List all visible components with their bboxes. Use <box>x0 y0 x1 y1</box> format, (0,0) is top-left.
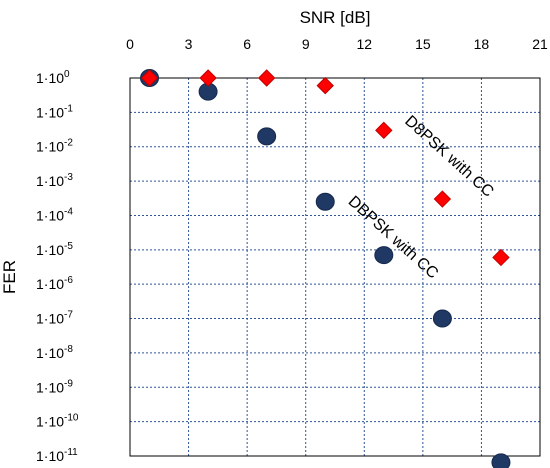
data-points <box>140 69 511 468</box>
y-tick-label: 1·10-9 <box>36 378 73 395</box>
dbpsk-with-cc-point <box>315 192 335 211</box>
x-tick-label: 21 <box>532 36 548 52</box>
y-tick-label: 1·10-4 <box>36 206 73 223</box>
y-tick-labels: 1·100 1·10-1 1·10-2 1·10-3 1·10-4 1·10-5 1·10-… <box>36 69 79 464</box>
dbpsk-with-cc-point <box>491 453 511 468</box>
d8psk-with-cc-point <box>492 248 510 267</box>
plot-area-frame <box>129 77 541 457</box>
x-axis-title: SNR [dB] <box>300 8 371 27</box>
y-tick-label: 1·10-10 <box>36 413 79 430</box>
x-tick-label: 18 <box>474 36 490 52</box>
y-tick-label: 1·10-2 <box>36 138 73 155</box>
d8psk-with-cc-point <box>257 69 276 87</box>
y-tick-label: 1·10-11 <box>36 447 78 464</box>
y-tick-label: 1·100 <box>36 69 70 86</box>
d8psk-with-cc-annotation: D8PSK with CC <box>401 113 496 201</box>
x-tick-label: 0 <box>126 36 134 52</box>
x-tick-label: 3 <box>185 36 193 52</box>
x-tick-label: 12 <box>356 36 372 52</box>
dbpsk-with-cc-point <box>432 309 452 328</box>
y-tick-label: 1·10-8 <box>36 344 73 361</box>
x-tick-label: 15 <box>415 36 431 52</box>
x-tick-labels: 0 3 6 9 12 15 18 21 <box>126 36 548 52</box>
d8psk-with-cc-point <box>316 76 334 95</box>
y-tick-label: 1·10-7 <box>36 310 73 327</box>
dbpsk-with-cc-point <box>374 246 394 265</box>
dbpsk-with-cc-annotation: DBPSK with CC <box>345 193 442 282</box>
y-axis-title: FER <box>0 260 19 294</box>
d8psk-with-cc-point <box>140 69 159 87</box>
x-tick-label: 9 <box>302 36 310 52</box>
d8psk-with-cc-point <box>433 190 452 208</box>
y-tick-label: 1·10-5 <box>36 241 73 258</box>
y-tick-label: 1·10-6 <box>36 275 73 292</box>
grid-lines <box>129 77 541 457</box>
dbpsk-with-cc-point <box>257 127 277 146</box>
d8psk-with-cc-point <box>199 69 217 87</box>
y-tick-label: 1·10-1 <box>36 103 73 120</box>
d8psk-with-cc-point <box>375 121 393 140</box>
y-tick-label: 1·10-3 <box>36 172 73 189</box>
x-tick-label: 6 <box>243 36 251 52</box>
